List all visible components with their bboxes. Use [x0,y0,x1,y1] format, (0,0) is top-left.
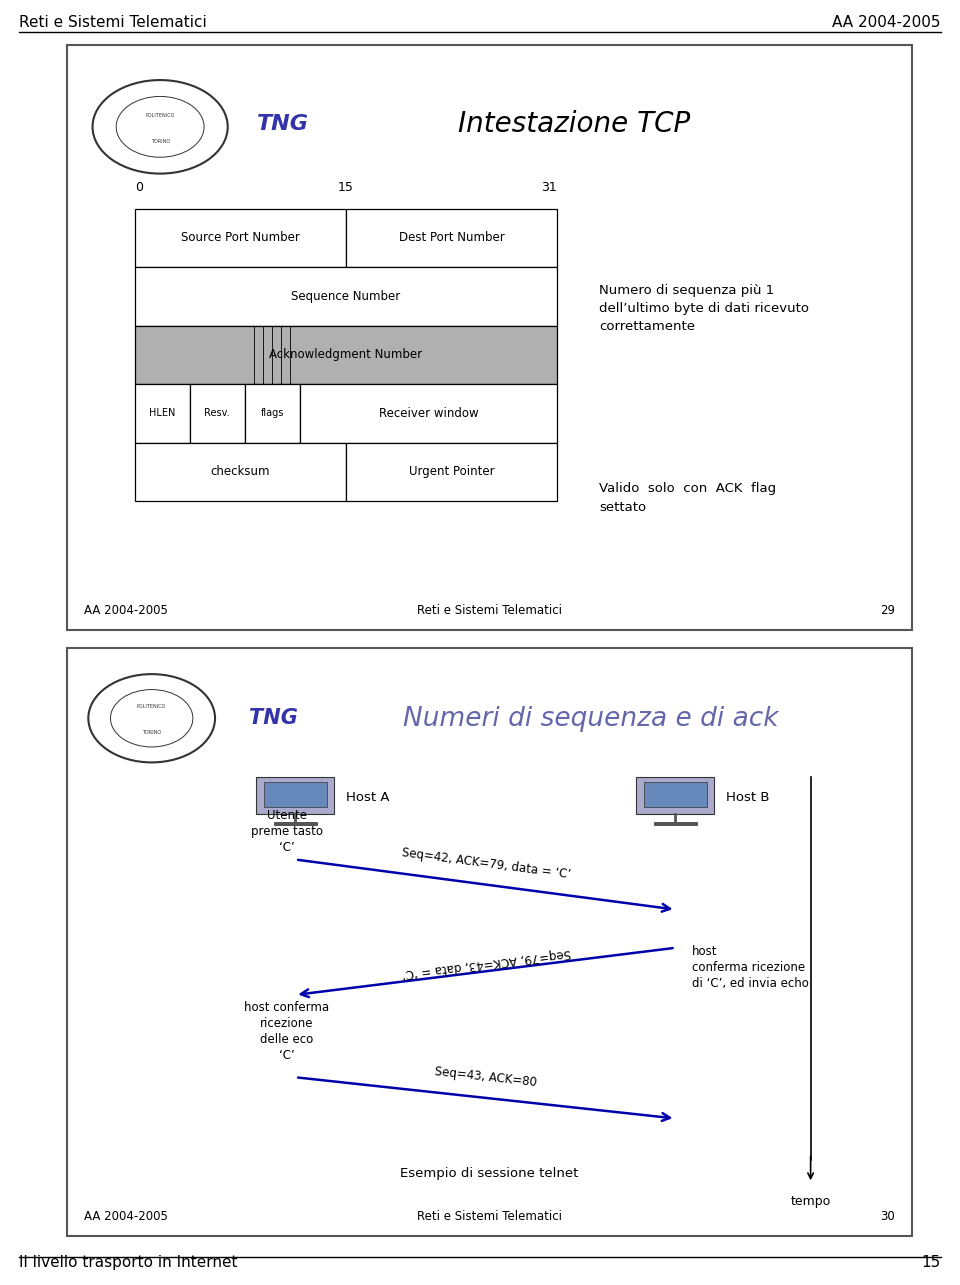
Text: TNG: TNG [249,708,298,729]
Text: 15: 15 [922,1254,941,1270]
Bar [654,822,697,825]
Bar [134,267,557,325]
Text: Il livello trasporto in Internet: Il livello trasporto in Internet [19,1254,238,1270]
Text: host conferma
ricezione
delle eco
‘C’: host conferma ricezione delle eco ‘C’ [244,1001,329,1061]
Text: Reti e Sistemi Telematici: Reti e Sistemi Telematici [417,604,563,617]
Bar [134,208,346,267]
Text: Receiver window: Receiver window [378,407,478,420]
Text: TNG: TNG [257,114,309,134]
Text: 31: 31 [541,181,557,194]
Bar [134,442,346,501]
Text: Utente
preme tasto
‘C’: Utente preme tasto ‘C’ [251,808,323,853]
Text: POLITENICO: POLITENICO [137,704,166,709]
Text: Intestazione TCP: Intestazione TCP [458,111,690,137]
Text: Host A: Host A [346,792,390,804]
Text: Seq=42, ACK=79, data = ‘C’: Seq=42, ACK=79, data = ‘C’ [401,846,571,882]
Text: AA 2004-2005: AA 2004-2005 [832,15,941,31]
Text: Seq=79, ACK=43, data = ‘C’: Seq=79, ACK=43, data = ‘C’ [401,946,571,980]
Text: Resv.: Resv. [204,409,230,419]
Text: TORINO: TORINO [142,730,161,735]
Text: host
conferma ricezione
di ‘C’, ed invia echo: host conferma ricezione di ‘C’, ed invia… [692,944,809,989]
Text: 30: 30 [880,1210,895,1223]
Text: TORINO: TORINO [151,139,170,144]
Text: HLEN: HLEN [149,409,176,419]
Text: Esempio di sessione telnet: Esempio di sessione telnet [400,1167,579,1180]
Text: Urgent Pointer: Urgent Pointer [409,465,494,478]
Text: Acknowledgment Number: Acknowledgment Number [270,348,422,361]
Text: checksum: checksum [210,465,270,478]
Text: AA 2004-2005: AA 2004-2005 [84,1210,168,1223]
Text: Sequence Number: Sequence Number [291,290,400,303]
Text: AA 2004-2005: AA 2004-2005 [84,604,168,617]
Text: Reti e Sistemi Telematici: Reti e Sistemi Telematici [417,1210,563,1223]
Bar [245,384,300,442]
Text: flags: flags [260,409,284,419]
Bar [134,325,557,384]
Text: 0: 0 [134,181,143,194]
Bar [190,384,245,442]
Bar [636,777,714,813]
Text: tempo: tempo [790,1195,830,1208]
Text: Host B: Host B [726,792,770,804]
Text: POLITENICO: POLITENICO [146,113,175,118]
Text: 29: 29 [880,604,895,617]
Text: Reti e Sistemi Telematici: Reti e Sistemi Telematici [19,15,207,31]
Text: 15: 15 [338,181,354,194]
Text: Numero di sequenza più 1
dell’ultimo byte di dati ricevuto
correttamente: Numero di sequenza più 1 dell’ultimo byt… [599,284,809,333]
Bar [264,783,326,807]
Bar [134,384,190,442]
Bar [274,822,317,825]
Text: Source Port Number: Source Port Number [180,231,300,244]
Bar [644,783,707,807]
Bar [256,777,334,813]
Text: Seq=43, ACK=80: Seq=43, ACK=80 [434,1065,538,1088]
Bar [346,208,557,267]
Text: Numeri di sequenza e di ack: Numeri di sequenza e di ack [403,707,779,732]
Bar [300,384,557,442]
Bar [346,442,557,501]
Text: Valido  solo  con  ACK  flag
settato: Valido solo con ACK flag settato [599,482,777,514]
Text: Dest Port Number: Dest Port Number [398,231,504,244]
